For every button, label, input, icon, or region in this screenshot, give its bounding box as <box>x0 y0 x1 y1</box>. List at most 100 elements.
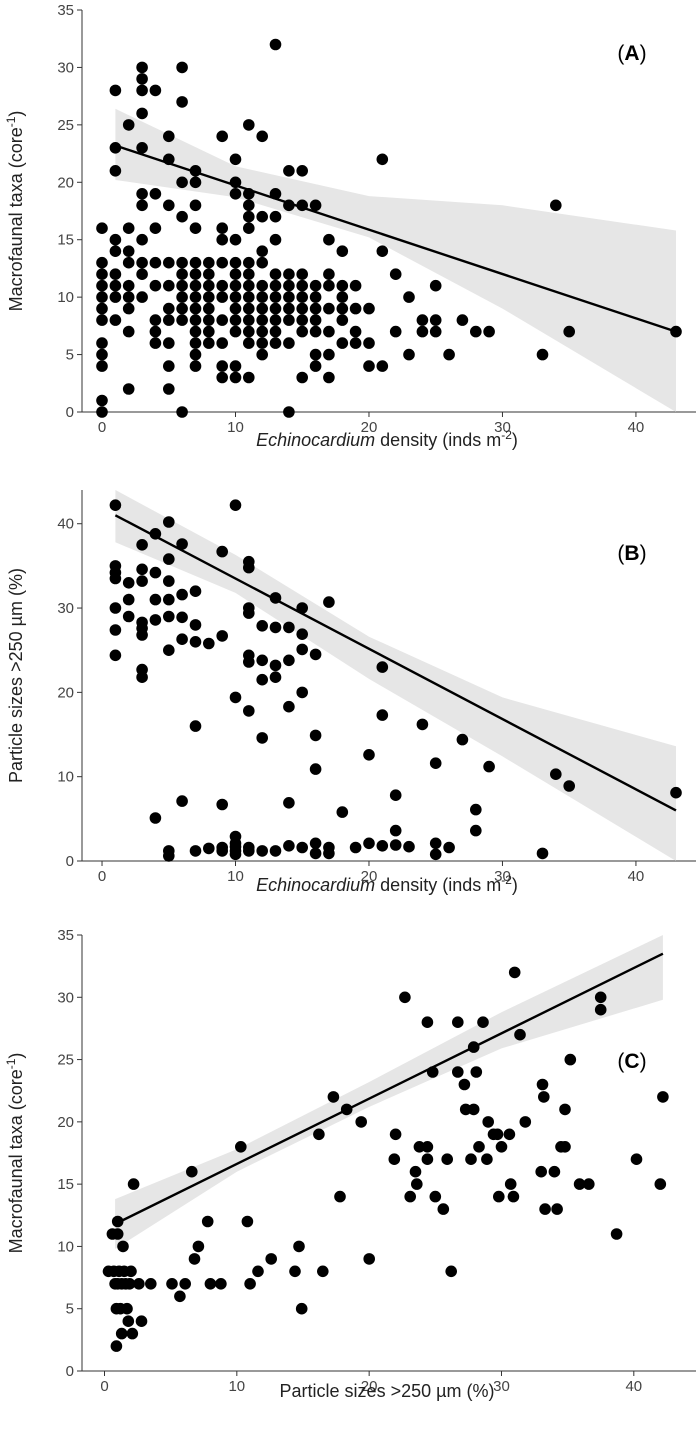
data-point <box>203 842 215 855</box>
data-point <box>216 371 228 384</box>
data-point <box>376 153 389 166</box>
data-point <box>229 499 242 512</box>
x-tick-label: 40 <box>625 1378 642 1395</box>
data-point <box>179 1278 191 1290</box>
data-point <box>203 325 215 338</box>
y-tick-label: 10 <box>57 289 74 306</box>
data-point <box>136 268 148 281</box>
data-point <box>536 847 549 860</box>
regression-line <box>114 514 677 812</box>
data-point <box>421 1141 434 1153</box>
data-point <box>176 302 188 315</box>
data-point <box>149 566 162 579</box>
data-point <box>176 210 188 223</box>
data-point <box>269 337 282 349</box>
data-point <box>149 279 162 292</box>
data-point <box>117 1240 129 1253</box>
data-point <box>201 1215 214 1228</box>
data-point <box>136 84 148 97</box>
data-point <box>109 602 122 614</box>
data-point <box>389 789 402 801</box>
data-point <box>122 256 135 269</box>
data-point <box>654 1178 667 1190</box>
data-point <box>244 1278 256 1290</box>
data-point <box>189 314 202 326</box>
data-point <box>269 38 282 51</box>
data-point <box>215 1278 227 1290</box>
data-point <box>121 1302 133 1315</box>
data-point <box>216 233 228 246</box>
data-point <box>559 1141 571 1153</box>
data-point <box>189 360 202 372</box>
data-point <box>109 165 122 177</box>
y-tick-label: 10 <box>57 769 74 786</box>
data-point <box>296 643 309 656</box>
data-point <box>269 268 282 281</box>
data-point <box>122 325 135 338</box>
data-point <box>109 572 122 585</box>
data-point <box>136 671 148 683</box>
data-point <box>133 1278 145 1290</box>
y-axis-label: Particle sizes >250 µm (%) <box>6 568 26 783</box>
data-point <box>256 245 269 257</box>
data-point <box>176 588 188 601</box>
data-point <box>256 256 269 269</box>
x-tick-label: 0 <box>100 1378 108 1395</box>
data-point <box>349 841 362 854</box>
data-point <box>459 1103 472 1116</box>
data-point <box>122 302 135 315</box>
data-point <box>111 1228 124 1240</box>
data-point <box>243 222 255 234</box>
data-point <box>548 1165 561 1178</box>
data-point <box>163 279 175 292</box>
data-point <box>216 360 228 372</box>
data-point <box>376 840 389 852</box>
data-point <box>149 337 162 349</box>
data-point <box>283 165 295 177</box>
data-point <box>504 1178 517 1190</box>
data-point <box>309 348 322 361</box>
data-point <box>269 210 282 223</box>
data-point <box>269 302 282 315</box>
data-point <box>115 1327 128 1340</box>
x-tick-label: 30 <box>494 868 511 885</box>
data-point <box>243 210 255 223</box>
data-point <box>149 314 162 326</box>
data-point <box>283 291 295 303</box>
y-tick-label: 0 <box>66 404 74 421</box>
data-point <box>163 256 175 269</box>
data-point <box>252 1265 264 1278</box>
x-tick-label: 0 <box>98 868 106 885</box>
data-point <box>135 1315 148 1327</box>
data-point <box>376 245 389 257</box>
data-point <box>189 222 202 234</box>
data-point <box>296 841 309 854</box>
data-point <box>176 314 188 326</box>
data-point <box>283 406 295 418</box>
data-point <box>389 824 402 837</box>
data-point <box>136 291 148 303</box>
data-point <box>189 348 202 361</box>
data-point <box>96 394 108 407</box>
data-point <box>126 1327 139 1340</box>
data-point <box>176 633 188 645</box>
panel-label: (C) <box>617 1050 646 1073</box>
y-tick-label: 35 <box>57 927 74 944</box>
data-point <box>122 593 135 606</box>
data-point <box>256 337 269 349</box>
data-point <box>429 314 442 326</box>
data-point <box>429 279 442 292</box>
data-point <box>269 325 282 338</box>
data-point <box>203 314 215 326</box>
data-point <box>163 199 175 212</box>
data-point <box>176 268 188 281</box>
data-point <box>189 325 202 338</box>
data-point <box>429 757 442 769</box>
data-point <box>403 840 415 853</box>
data-point <box>363 360 375 372</box>
data-point <box>283 797 295 809</box>
data-point <box>243 279 255 292</box>
data-point <box>229 691 242 704</box>
data-point <box>136 629 148 641</box>
data-point <box>96 348 108 361</box>
